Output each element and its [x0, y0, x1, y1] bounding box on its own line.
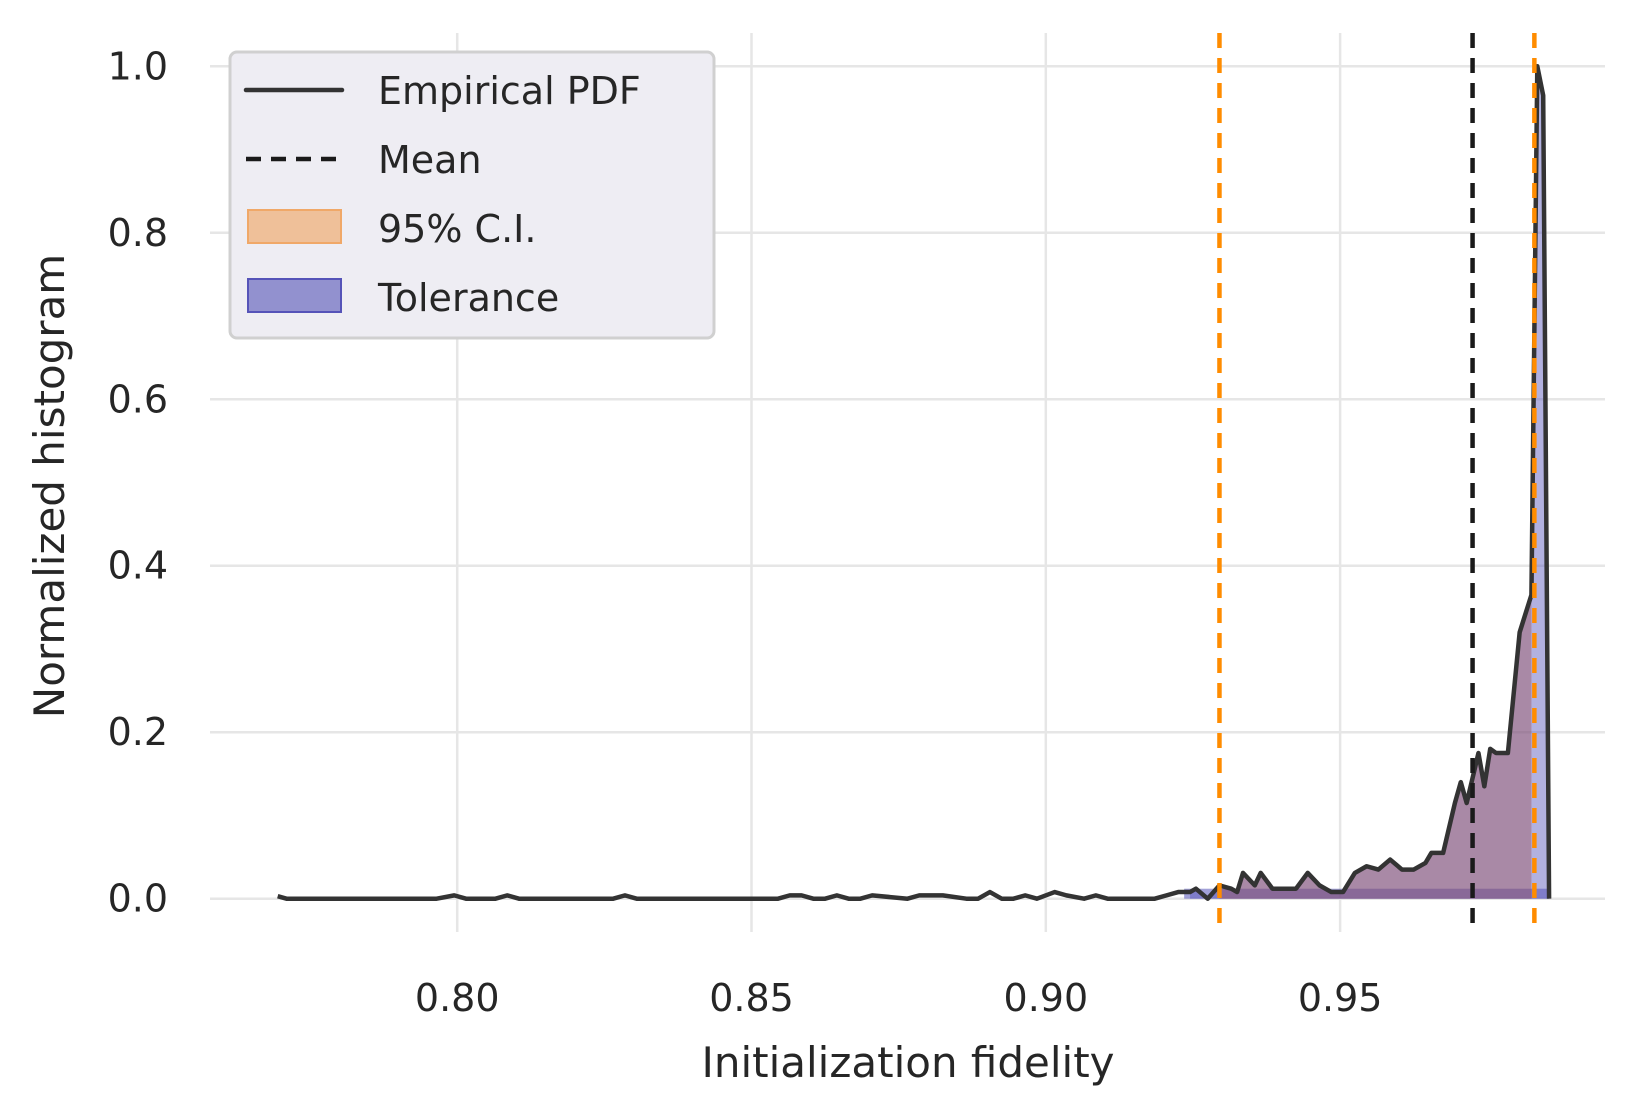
y-tick-label: 1.0 — [108, 44, 168, 88]
tick-labels: 0.0 0.2 0.4 0.6 0.8 1.0 0.80 0.85 0.90 0.95 — [108, 44, 1383, 1020]
y-tick-label: 0.2 — [108, 710, 168, 754]
y-tick-label: 0.4 — [108, 544, 168, 588]
series-lines — [277, 64, 1552, 901]
legend-empirical-pdf-label: Empirical PDF — [378, 69, 641, 113]
tolerance-band — [1184, 888, 1550, 899]
x-tick-label: 0.95 — [1298, 976, 1383, 1020]
legend-tolerance-label: Tolerance — [377, 276, 559, 320]
x-tick-label: 0.80 — [415, 976, 500, 1020]
legend-ci-swatch — [247, 209, 342, 244]
legend-box — [228, 50, 716, 340]
legend: Empirical PDF Mean 95% C.I. Tolerance — [228, 50, 716, 340]
y-tick-label: 0.0 — [108, 877, 168, 921]
y-tick-label: 0.8 — [108, 211, 168, 255]
tolerance-fill-area — [1190, 66, 1550, 899]
legend-ci-label: 95% C.I. — [378, 207, 536, 251]
x-tick-label: 0.90 — [1004, 976, 1089, 1020]
x-tick-label: 0.85 — [709, 976, 794, 1020]
pdf-fill-area — [1184, 66, 1550, 899]
legend-mean-label: Mean — [378, 138, 482, 182]
y-tick-label: 0.6 — [108, 377, 168, 421]
legend-tolerance-swatch — [247, 278, 342, 313]
ci-fill-area — [1219, 594, 1532, 899]
y-axis-label: Normalized histogram — [25, 254, 74, 718]
empirical-pdf-line — [277, 64, 1552, 901]
x-axis-label: Initialization fidelity — [701, 1038, 1114, 1087]
